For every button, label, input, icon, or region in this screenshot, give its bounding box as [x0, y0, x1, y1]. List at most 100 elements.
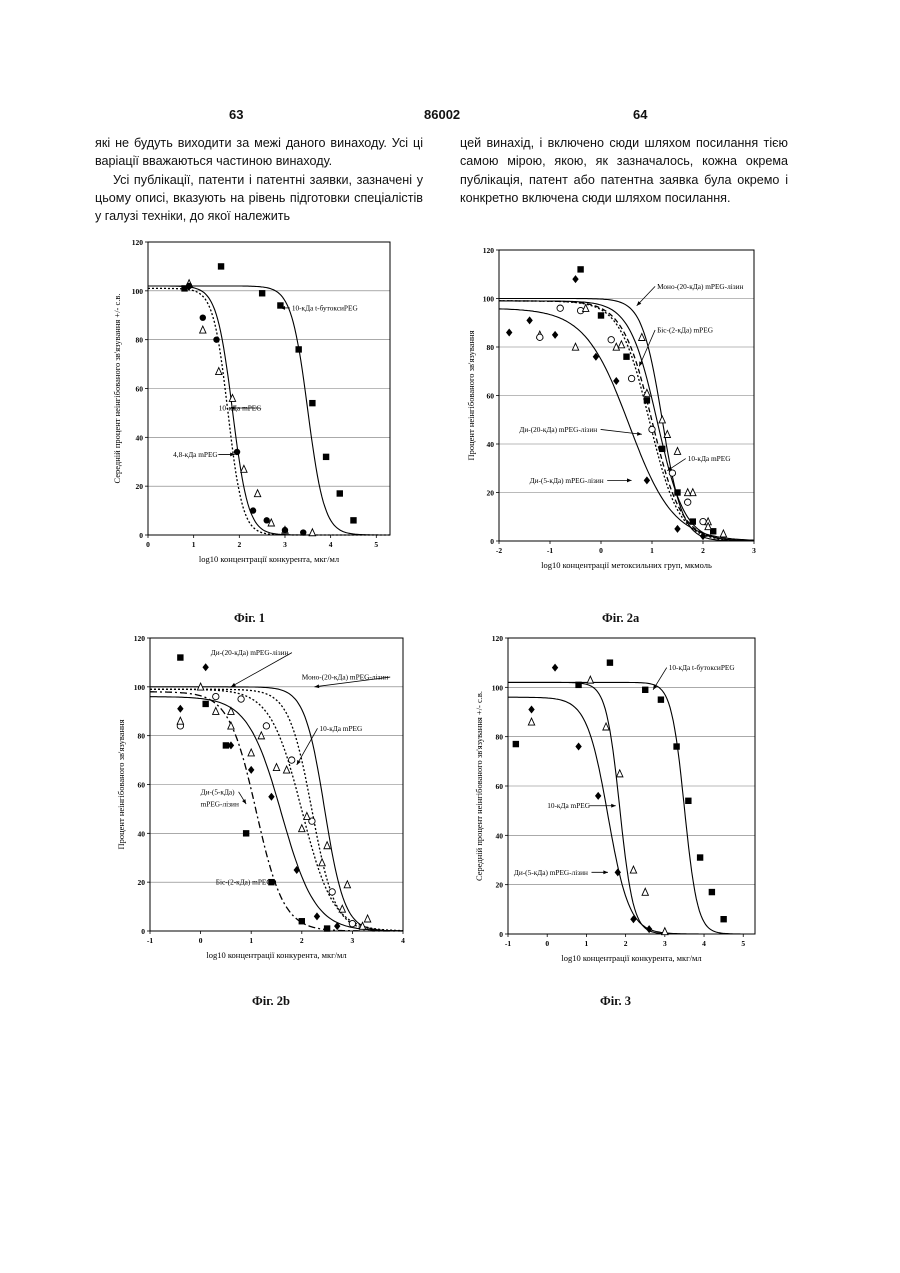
fig1-data-point	[309, 529, 315, 536]
fig3-xtick-label: 1	[585, 939, 589, 948]
fig1-ytick-label: 100	[132, 287, 144, 296]
fig3-data-point	[685, 798, 691, 804]
fig1-data-point	[337, 490, 343, 496]
right-paragraph-1: цей винахід, і включено сюди шляхом поси…	[460, 134, 788, 207]
fig2a-data-point	[644, 476, 650, 484]
fig2a-annotation-label: 10-кДа mPEG	[688, 454, 732, 463]
fig2b-annotation-label: Ди-(20-кДа) mPEG-лізин	[211, 648, 289, 657]
fig2b-arrowhead	[314, 684, 319, 688]
fig3-data-point	[575, 682, 581, 688]
figure-1-chart: 020406080100120012345log10 концентрації …	[108, 232, 400, 572]
fig1-ytick-label: 40	[136, 433, 144, 442]
fig1-ytick-label: 120	[132, 238, 144, 247]
fig3-data-point	[709, 889, 715, 895]
fig3-ytick-label: 0	[499, 930, 503, 939]
fig1-data-point	[254, 490, 260, 497]
fig2a-data-point	[552, 331, 558, 339]
fig2b-data-point	[202, 701, 208, 707]
fig1-data-point	[241, 465, 247, 472]
fig2b-y-axis-title: Процент неінгібованого зв'язування	[116, 719, 126, 849]
fig3-y-axis-title: Середній процент неінгібованого зв'язува…	[474, 691, 484, 881]
fig2b-data-point	[314, 912, 320, 920]
fig2b-data-point	[177, 654, 183, 660]
fig2a-ytick-label: 40	[487, 440, 495, 449]
fig1-x-axis-title: log10 концентрації конкурента, мкг/мл	[199, 554, 340, 564]
fig3-data-point	[658, 696, 664, 702]
left-text-column: які не будуть виходити за межі даного ви…	[95, 134, 423, 225]
fig2a-data-point	[618, 341, 624, 348]
fig1-data-point	[282, 527, 288, 533]
left-paragraph-1: які не будуть виходити за межі даного ви…	[95, 134, 423, 171]
fig2b-data-point	[344, 881, 350, 888]
fig3-x-axis-title: log10 концентрації конкурента, мкг/мл	[561, 953, 702, 963]
fig2a-arrowhead	[637, 432, 642, 436]
fig2a-data-point	[608, 337, 614, 343]
fig2a-data-point	[572, 275, 578, 283]
fig2a-data-point	[674, 525, 680, 533]
fig2a-annotation-label: Біс-(2-кДа) mPEG	[657, 326, 714, 335]
fig2b-ytick-label: 0	[141, 927, 145, 936]
fig2b-ytick-label: 20	[138, 878, 146, 887]
fig2a-data-point	[506, 328, 512, 336]
fig2b-xtick-label: 1	[249, 936, 253, 945]
fig3-data-point	[595, 792, 601, 800]
fig3-data-point	[673, 743, 679, 749]
fig2b-data-point	[349, 920, 355, 926]
fig3-xtick-label: 3	[663, 939, 667, 948]
fig2b-data-point	[288, 757, 294, 763]
fig3-data-point	[587, 676, 593, 683]
fig2b-xtick-label: 4	[401, 936, 405, 945]
fig3-ytick-label: 60	[496, 782, 504, 791]
fig2a-x-axis-title: log10 концентрації метоксильних груп, мк…	[541, 560, 712, 570]
fig3-data-point	[662, 928, 668, 935]
fig2a-ytick-label: 100	[483, 295, 495, 304]
fig2b-fit-curve	[150, 692, 403, 931]
fig2b-fit-curve	[150, 697, 403, 931]
fig2b-annotation-arrow	[297, 728, 318, 765]
fig1-data-point	[295, 346, 301, 352]
fig1-xtick-label: 5	[374, 540, 378, 549]
fig3-annotation-label: 10-кДа mPEG	[547, 801, 591, 810]
fig2b-xtick-label: 2	[300, 936, 304, 945]
fig1-data-point	[200, 326, 206, 333]
fig1-annotation-label: 10-кДа t-бутоксиPEG	[292, 303, 359, 312]
fig3-data-point	[513, 741, 519, 747]
fig2b-data-point	[319, 859, 325, 866]
fig1-data-point	[309, 400, 315, 406]
fig2b-ytick-label: 100	[134, 683, 146, 692]
fig1-annotation-label: 4,8-кДа mPEG	[173, 450, 218, 459]
fig1-data-point	[218, 263, 224, 269]
fig2b-annotation-label: Моно-(20-кДа) mPEG-лізин	[302, 673, 388, 682]
fig2b-x-axis-title: log10 концентрації конкурента, мкг/мл	[206, 950, 347, 960]
fig2a-data-point	[700, 518, 706, 524]
fig2b-data-point	[304, 812, 310, 819]
fig2a-data-point	[557, 305, 563, 311]
fig3-data-point	[528, 718, 534, 725]
fig2a-data-point	[644, 397, 650, 403]
fig2b-xtick-label: -1	[147, 936, 153, 945]
fig3-data-point	[552, 664, 558, 672]
fig2b-data-point	[364, 915, 370, 922]
fig2a-annotation-arrow	[601, 429, 642, 434]
fig2a-xtick-label: 1	[650, 546, 654, 555]
figure-2b-chart: 020406080100120-101234log10 концентрації…	[110, 628, 410, 970]
fig3-arrowhead	[611, 804, 616, 808]
fig3-data-point	[528, 706, 534, 714]
fig1-data-point	[186, 283, 192, 289]
fig3-xtick-label: 2	[624, 939, 628, 948]
fig2b-data-point	[283, 766, 289, 773]
fig2a-xtick-label: -2	[496, 546, 502, 555]
fig2a-data-point	[659, 416, 665, 423]
fig2b-data-point	[273, 764, 279, 771]
fig2a-data-point	[537, 334, 543, 340]
fig3-xtick-label: -1	[505, 939, 511, 948]
fig2b-data-point	[324, 925, 330, 931]
fig2a-ytick-label: 120	[483, 246, 495, 255]
fig2b-xtick-label: 3	[351, 936, 355, 945]
fig3-data-point	[575, 743, 581, 751]
fig3-ytick-label: 80	[496, 733, 504, 742]
fig2b-annotation-label: 10-кДа mPEG	[320, 724, 364, 733]
right-text-column: цей винахід, і включено сюди шляхом поси…	[460, 134, 788, 207]
fig2b-fit-curve	[150, 689, 403, 930]
fig3-data-point	[607, 659, 613, 665]
